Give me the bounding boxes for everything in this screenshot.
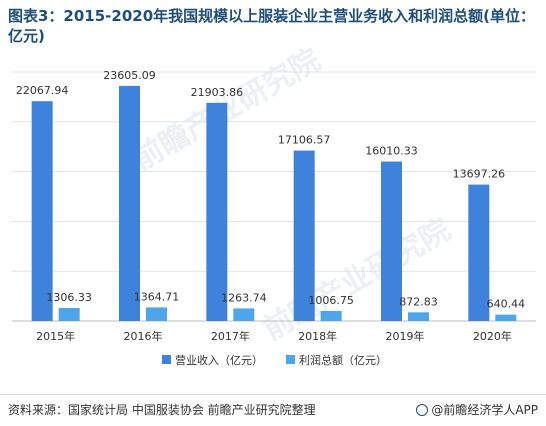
- legend-label: 利润总额（亿元）: [299, 353, 387, 367]
- bar: [468, 184, 490, 321]
- bar: [206, 102, 228, 321]
- x-tick-label: 2020年: [473, 329, 512, 343]
- bar: [119, 85, 140, 321]
- bar: [58, 307, 80, 321]
- chart-title: 图表3：2015-2020年我国规模以上服装企业主营业务收入和利润总额(单位：亿…: [8, 7, 536, 45]
- data-label: 640.44: [487, 298, 526, 311]
- data-label: 1263.74: [221, 291, 267, 304]
- brand-logo-icon: [416, 404, 429, 416]
- x-tick-label: 2017年: [211, 329, 250, 343]
- bar: [408, 312, 429, 321]
- x-tick-label: 2016年: [124, 329, 163, 343]
- data-label: 1364.71: [134, 290, 180, 303]
- x-tick-label: 2019年: [386, 329, 425, 343]
- bar-chart: 22067.94 1306.33 2015年 23605.09 1364.71 2016年…: [12, 69, 536, 367]
- bar: [233, 308, 255, 321]
- bar: [381, 161, 402, 321]
- x-tick-label: 2018年: [298, 329, 337, 343]
- data-label: 21903.86: [191, 86, 244, 99]
- footer: 资料来源：国家统计局 中国服装协会 前瞻产业研究院整理 @前瞻经济学人APP: [0, 394, 546, 426]
- bar: [495, 314, 517, 321]
- bar: [293, 150, 315, 321]
- data-label: 17106.57: [278, 134, 331, 147]
- brand-credit: @前瞻经济学人APP: [416, 401, 538, 418]
- data-label: 1006.75: [308, 294, 354, 307]
- legend-label: 营业收入（亿元）: [175, 353, 263, 367]
- data-label: 16010.33: [365, 145, 418, 158]
- x-tick-label: 2015年: [36, 329, 75, 343]
- data-label: 872.83: [399, 295, 438, 308]
- source-note: 资料来源：国家统计局 中国服装协会 前瞻产业研究院整理: [8, 403, 316, 417]
- data-label: 22067.94: [16, 84, 69, 97]
- legend-swatch: [162, 355, 171, 364]
- data-label: 1306.33: [46, 291, 92, 304]
- legend-swatch: [286, 355, 295, 364]
- data-label: 13697.26: [453, 168, 506, 181]
- data-label: 23605.09: [103, 69, 156, 82]
- bar: [320, 310, 342, 321]
- bar: [146, 307, 167, 321]
- brand-label: @前瞻经济学人APP: [431, 403, 538, 417]
- bar: [31, 101, 53, 322]
